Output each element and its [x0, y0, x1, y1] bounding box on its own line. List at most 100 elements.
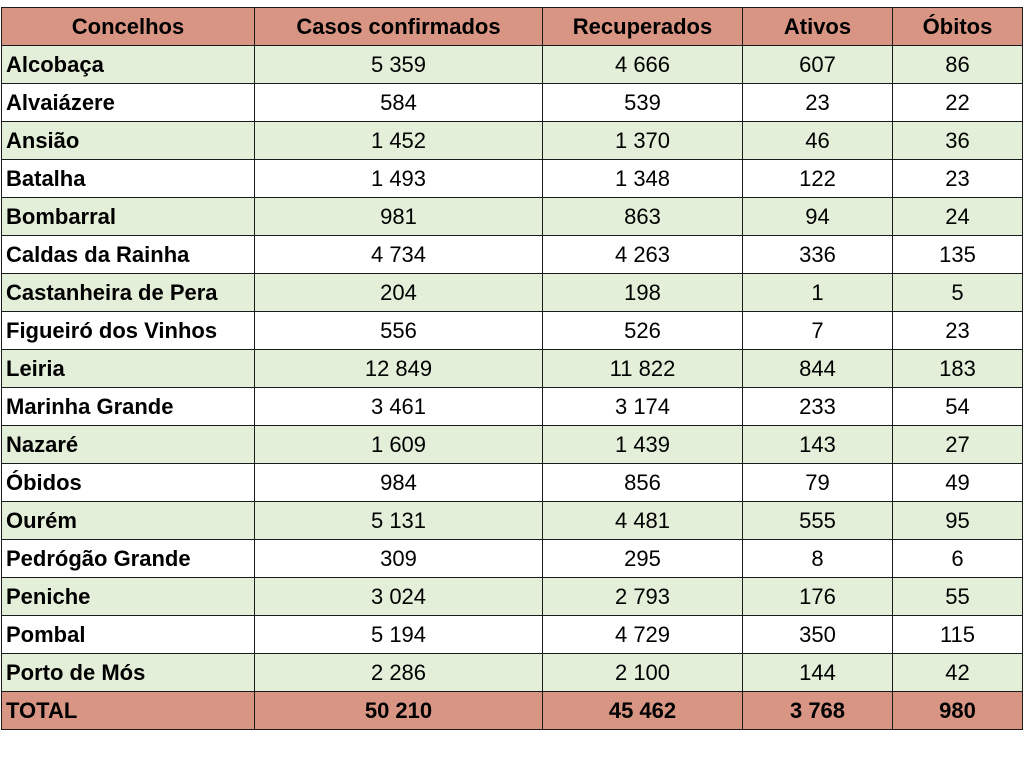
table-row: Pedrógão Grande 309 295 8 6 [1, 539, 1023, 578]
cell-recuperados: 539 [542, 83, 743, 122]
cell-casos-confirmados: 5 194 [254, 615, 543, 654]
cell-recuperados: 526 [542, 311, 743, 350]
cell-ativos: 176 [742, 577, 893, 616]
table-row: Nazaré 1 609 1 439 143 27 [1, 425, 1023, 464]
table-row: Ansião 1 452 1 370 46 36 [1, 121, 1023, 160]
table-row: Óbidos 984 856 79 49 [1, 463, 1023, 502]
cell-concelho: Figueiró dos Vinhos [1, 311, 255, 350]
cell-recuperados: 4 481 [542, 501, 743, 540]
cell-concelho: Batalha [1, 159, 255, 198]
cell-obitos: 5 [892, 273, 1023, 312]
cell-casos-confirmados: 1 609 [254, 425, 543, 464]
cell-concelho: Peniche [1, 577, 255, 616]
cell-obitos: 24 [892, 197, 1023, 236]
total-label: TOTAL [1, 691, 255, 730]
cell-concelho: Ourém [1, 501, 255, 540]
cell-casos-confirmados: 5 131 [254, 501, 543, 540]
cell-concelho: Alvaiázere [1, 83, 255, 122]
cell-recuperados: 2 100 [542, 653, 743, 692]
table-row: Porto de Mós 2 286 2 100 144 42 [1, 653, 1023, 692]
total-row: TOTAL 50 210 45 462 3 768 980 [1, 691, 1023, 730]
cell-recuperados: 1 348 [542, 159, 743, 198]
header-ativos: Ativos [742, 7, 893, 46]
cell-concelho: Ansião [1, 121, 255, 160]
cell-recuperados: 1 439 [542, 425, 743, 464]
cell-ativos: 79 [742, 463, 893, 502]
cell-concelho: Leiria [1, 349, 255, 388]
cell-ativos: 336 [742, 235, 893, 274]
cell-obitos: 95 [892, 501, 1023, 540]
table-row: Alcobaça 5 359 4 666 607 86 [1, 45, 1023, 84]
header-row: Concelhos Casos confirmados Recuperados … [1, 7, 1023, 46]
cell-casos-confirmados: 1 493 [254, 159, 543, 198]
cell-concelho: Castanheira de Pera [1, 273, 255, 312]
cell-obitos: 135 [892, 235, 1023, 274]
table-row: Leiria 12 849 11 822 844 183 [1, 349, 1023, 388]
cell-obitos: 49 [892, 463, 1023, 502]
cell-casos-confirmados: 3 461 [254, 387, 543, 426]
cell-obitos: 115 [892, 615, 1023, 654]
cell-ativos: 844 [742, 349, 893, 388]
header-casos-confirmados: Casos confirmados [254, 7, 543, 46]
cell-casos-confirmados: 984 [254, 463, 543, 502]
table-row: Marinha Grande 3 461 3 174 233 54 [1, 387, 1023, 426]
cell-concelho: Pedrógão Grande [1, 539, 255, 578]
header-obitos: Óbitos [892, 7, 1023, 46]
cell-ativos: 607 [742, 45, 893, 84]
cell-recuperados: 295 [542, 539, 743, 578]
cell-obitos: 27 [892, 425, 1023, 464]
cell-ativos: 46 [742, 121, 893, 160]
cell-obitos: 42 [892, 653, 1023, 692]
cell-recuperados: 863 [542, 197, 743, 236]
cell-obitos: 54 [892, 387, 1023, 426]
cell-concelho: Pombal [1, 615, 255, 654]
table-row: Alvaiázere 584 539 23 22 [1, 83, 1023, 122]
cell-recuperados: 4 729 [542, 615, 743, 654]
cell-obitos: 23 [892, 159, 1023, 198]
cell-casos-confirmados: 5 359 [254, 45, 543, 84]
cell-recuperados: 198 [542, 273, 743, 312]
cell-ativos: 1 [742, 273, 893, 312]
cell-ativos: 555 [742, 501, 893, 540]
cell-ativos: 94 [742, 197, 893, 236]
cell-ativos: 7 [742, 311, 893, 350]
cell-ativos: 233 [742, 387, 893, 426]
cell-casos-confirmados: 584 [254, 83, 543, 122]
table-row: Bombarral 981 863 94 24 [1, 197, 1023, 236]
cell-recuperados: 3 174 [542, 387, 743, 426]
cell-ativos: 144 [742, 653, 893, 692]
table-body: Alcobaça 5 359 4 666 607 86 Alvaiázere 5… [1, 45, 1023, 692]
table-header: Concelhos Casos confirmados Recuperados … [1, 7, 1023, 46]
cell-recuperados: 1 370 [542, 121, 743, 160]
cell-casos-confirmados: 3 024 [254, 577, 543, 616]
cell-casos-confirmados: 4 734 [254, 235, 543, 274]
cell-casos-confirmados: 1 452 [254, 121, 543, 160]
table-row: Batalha 1 493 1 348 122 23 [1, 159, 1023, 198]
table-row: Caldas da Rainha 4 734 4 263 336 135 [1, 235, 1023, 274]
header-recuperados: Recuperados [542, 7, 743, 46]
covid-cases-table: Concelhos Casos confirmados Recuperados … [1, 7, 1023, 730]
cell-obitos: 55 [892, 577, 1023, 616]
table-row: Pombal 5 194 4 729 350 115 [1, 615, 1023, 654]
cell-ativos: 143 [742, 425, 893, 464]
cell-concelho: Alcobaça [1, 45, 255, 84]
cell-obitos: 36 [892, 121, 1023, 160]
table-footer: TOTAL 50 210 45 462 3 768 980 [1, 691, 1023, 730]
table-row: Ourém 5 131 4 481 555 95 [1, 501, 1023, 540]
cell-casos-confirmados: 556 [254, 311, 543, 350]
cell-recuperados: 856 [542, 463, 743, 502]
cell-ativos: 23 [742, 83, 893, 122]
cell-recuperados: 4 263 [542, 235, 743, 274]
total-casos-confirmados: 50 210 [254, 691, 543, 730]
total-recuperados: 45 462 [542, 691, 743, 730]
total-obitos: 980 [892, 691, 1023, 730]
cell-casos-confirmados: 12 849 [254, 349, 543, 388]
cell-concelho: Nazaré [1, 425, 255, 464]
cell-concelho: Marinha Grande [1, 387, 255, 426]
cell-recuperados: 4 666 [542, 45, 743, 84]
table-row: Peniche 3 024 2 793 176 55 [1, 577, 1023, 616]
cell-ativos: 350 [742, 615, 893, 654]
cell-recuperados: 11 822 [542, 349, 743, 388]
header-concelhos: Concelhos [1, 7, 255, 46]
cell-casos-confirmados: 204 [254, 273, 543, 312]
